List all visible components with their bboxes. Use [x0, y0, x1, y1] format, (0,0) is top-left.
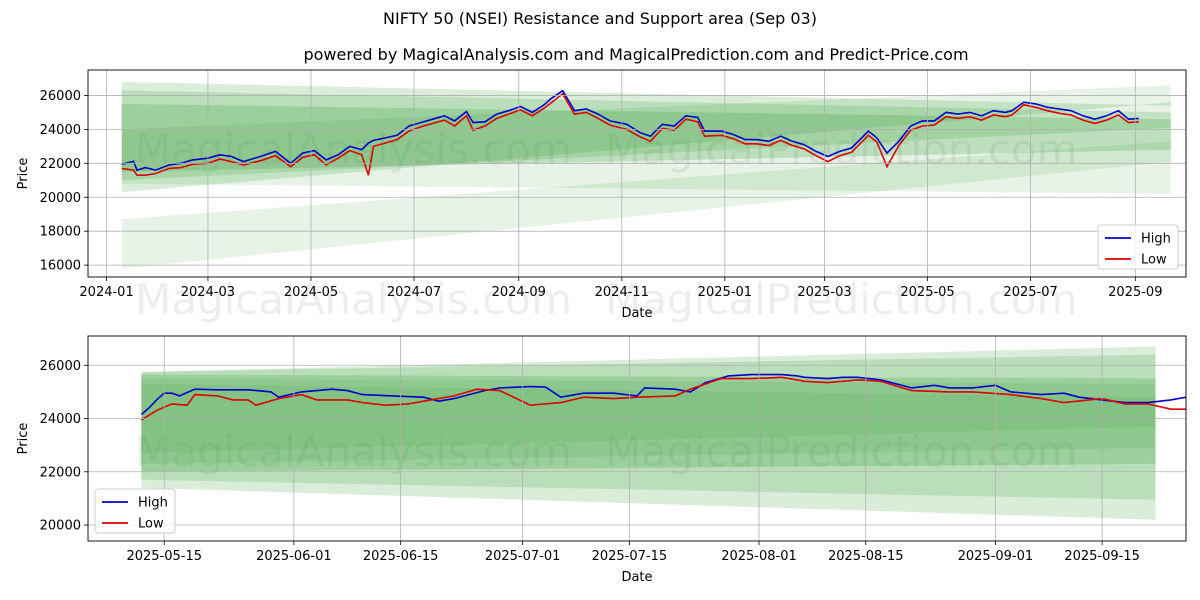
x-tick-label: 2025-09 — [1108, 285, 1162, 300]
legend-label: High — [138, 496, 168, 511]
x-tick-label: 2025-09-01 — [958, 549, 1034, 564]
watermark-prediction: MagicalPrediction.com — [605, 427, 1078, 476]
x-tick-label: 2025-06-15 — [363, 549, 439, 564]
watermark-analysis: MagicalAnalysis.com — [135, 427, 572, 476]
x-tick-label: 2025-06-01 — [256, 549, 332, 564]
x-tick-label: 2025-03 — [797, 285, 851, 300]
x-tick-label: 2024-03 — [181, 285, 235, 300]
y-tick-label: 18000 — [40, 225, 81, 240]
support-resistance-band — [141, 346, 1156, 520]
y-tick-label: 20000 — [40, 191, 81, 206]
x-tick-label: 2025-01 — [698, 285, 752, 300]
series-line-low — [140, 376, 1186, 421]
y-tick-label: 26000 — [40, 359, 81, 374]
x-axis-label: Date — [621, 570, 652, 585]
x-axis-label: Date — [621, 306, 652, 321]
y-tick-label: 24000 — [40, 123, 81, 138]
watermark-prediction: MagicalPrediction.com — [605, 275, 1078, 324]
x-tick-label: 2024-05 — [284, 285, 338, 300]
chart-panel-1: MagicalAnalysis.com MagicalPrediction.com… — [16, 69, 1187, 324]
x-tick-label: 2025-07-01 — [485, 549, 561, 564]
support-resistance-band — [141, 374, 1156, 472]
support-resistance-band — [141, 378, 1156, 464]
series-line-low — [121, 92, 1139, 176]
legend: High Low — [94, 488, 176, 534]
y-tick-label: 20000 — [40, 519, 81, 534]
x-tick-label: 2024-07 — [387, 285, 441, 300]
x-tick-label: 2025-08-01 — [721, 549, 797, 564]
plot-frame — [87, 335, 1187, 542]
watermark-analysis: MagicalAnalysis.com — [135, 275, 572, 324]
x-tick-label: 2024-11 — [595, 285, 649, 300]
x-tick-label: 2024-01 — [79, 285, 133, 300]
legend-label: Low — [138, 517, 164, 532]
x-tick-label: 2025-05-15 — [126, 549, 202, 564]
y-tick-label: 16000 — [40, 259, 81, 274]
watermark-prediction: MagicalPrediction.com — [605, 125, 1078, 174]
x-tick-label: 2025-07-15 — [592, 549, 668, 564]
support-resistance-band — [141, 354, 1156, 500]
x-tick-label: 2024-09 — [492, 285, 546, 300]
support-resistance-band — [121, 141, 1171, 269]
y-tick-label: 22000 — [40, 465, 81, 480]
y-axis-label: Price — [16, 423, 31, 455]
series-line-high — [121, 89, 1139, 172]
legend-label: High — [1141, 232, 1171, 247]
x-tick-label: 2025-07 — [1003, 285, 1057, 300]
support-resistance-band — [121, 81, 1171, 193]
chart-panel-2: MagicalAnalysis.com MagicalPrediction.com… — [16, 335, 1187, 585]
support-resistance-band — [121, 103, 1171, 172]
y-tick-label: 26000 — [40, 89, 81, 104]
y-tick-label: 24000 — [40, 412, 81, 427]
x-tick-label: 2025-05 — [900, 285, 954, 300]
y-tick-label: 22000 — [40, 157, 81, 172]
chart-title: NIFTY 50 (NSEI) Resistance and Support a… — [383, 9, 817, 28]
plot-frame — [87, 69, 1187, 278]
legend: High Low — [1097, 224, 1179, 270]
legend-label: Low — [1141, 253, 1167, 268]
y-axis-label: Price — [16, 158, 31, 190]
x-tick-label: 2025-08-15 — [828, 549, 904, 564]
chart-subtitle: powered by MagicalAnalysis.com and Magic… — [303, 45, 969, 64]
x-tick-label: 2025-09-15 — [1064, 549, 1140, 564]
series-line-high — [140, 373, 1186, 416]
